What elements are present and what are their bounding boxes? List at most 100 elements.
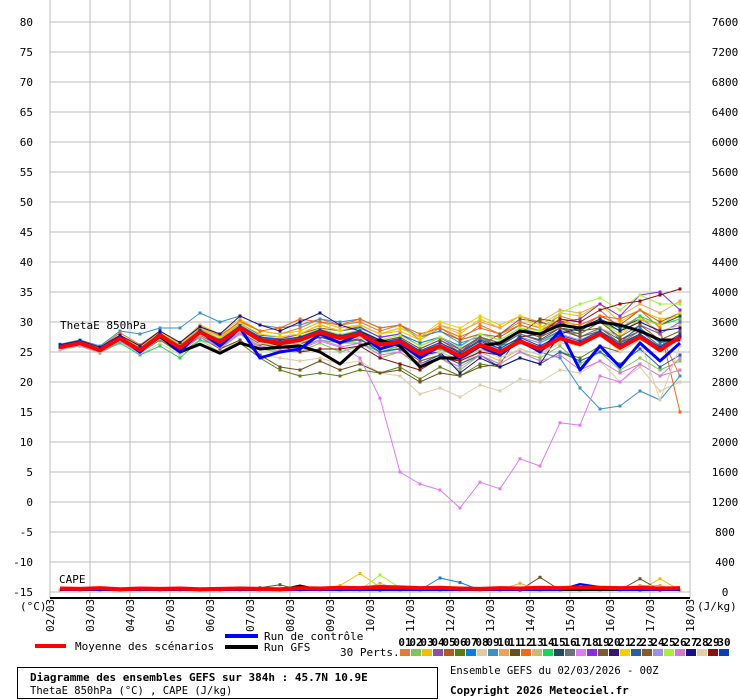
thetae-pert-30-point [518, 336, 522, 340]
thetae-pert-26-point [398, 350, 402, 354]
thetae-pert-19-point [538, 320, 542, 324]
thetae-pert-17-point [438, 488, 442, 492]
thetae-pert-29-point [658, 293, 662, 297]
thetae-pert-07-point [658, 341, 662, 345]
thetae-pert-12-point [378, 326, 382, 330]
right-tick-label: 2000 [712, 436, 739, 449]
legend-pert-swatch [642, 649, 652, 656]
thetae-pert-30-point [338, 334, 342, 338]
thetae-pert-06-point [418, 377, 422, 381]
thetae-pert-23-point [558, 326, 562, 330]
thetae-pert-29-point [598, 308, 602, 312]
legend-pert-swatch [675, 649, 685, 656]
left-tick-label: 30 [20, 316, 33, 329]
thetae-pert-22-point [658, 365, 662, 369]
thetae-pert-12-point [238, 319, 242, 323]
thetae-pert-09-point [558, 356, 562, 360]
thetae-pert-02-point [678, 359, 682, 363]
thetae-pert-17-point [478, 480, 482, 484]
legend-pert-swatch [543, 649, 553, 656]
thetae-pert-19-point [518, 317, 522, 321]
thetae-pert-16-point [518, 332, 522, 336]
thetae-pert-08-point [278, 356, 282, 360]
legend-pert-swatch [510, 649, 520, 656]
thetae-pert-22-point [458, 362, 462, 366]
x-tick-label: 06/03 [204, 599, 217, 632]
x-tick-label: 15/03 [564, 599, 577, 632]
thetae-pert-18-point [678, 308, 682, 312]
thetae-pert-29-point [618, 302, 622, 306]
thetae-pert-30-point [498, 346, 502, 350]
legend-pert-swatch [477, 649, 487, 656]
thetae-pert-09-point [178, 326, 182, 330]
cape-pert-10-point [518, 581, 522, 585]
legend-pert-number: 09 [486, 636, 499, 649]
thetae-pert-26 [59, 333, 681, 377]
thetae-pert-30-point [418, 349, 422, 353]
grid [49, 0, 691, 599]
thetae-pert-01-point [298, 326, 302, 330]
x-tick-label: 11/03 [404, 599, 417, 632]
thetae-pert-23-point [398, 335, 402, 339]
thetae-pert-11-point [258, 353, 262, 357]
thetae-pert-26-point [518, 350, 522, 354]
left-tick-label: 10 [20, 436, 33, 449]
legend-pert-number: 05 [442, 636, 455, 649]
thetae-pert-14-point [438, 347, 442, 351]
thetae-pert-09-point [338, 320, 342, 324]
thetae-pert-23-point [478, 335, 482, 339]
thetae-pert-12-point [398, 323, 402, 327]
legend-pert-number: 28 [695, 636, 708, 649]
legend-pert-number: 22 [629, 636, 642, 649]
thetae-pert-11-point [478, 365, 482, 369]
legend-pert-number: 13 [530, 636, 543, 649]
legend-pert-number: 14 [541, 636, 555, 649]
legend-pert-number: 27 [684, 636, 697, 649]
thetae-pert-22-point [618, 362, 622, 366]
thetae-pert-27-point [178, 340, 182, 344]
thetae-pert-02-point [458, 368, 462, 372]
thetae-pert-09-point [318, 317, 322, 321]
cape-pert-25-point [378, 573, 382, 577]
thetae-pert-30-point [258, 335, 262, 339]
thetae-pert-25-point [638, 293, 642, 297]
thetae-pert-27-point [158, 329, 162, 333]
thetae-pert-09-point [218, 320, 222, 324]
legend-pert-number: 18 [585, 636, 598, 649]
thetae-pert-28-point [258, 341, 262, 345]
thetae-pert-26-point [638, 362, 642, 366]
legend-pert-number: 26 [673, 636, 687, 649]
thetae-pert-17-point [458, 506, 462, 510]
thetae-pert-17-point [358, 356, 362, 360]
thetae-pert-03-point [298, 329, 302, 333]
legend-pert-number: 03 [420, 636, 433, 649]
thetae-pert-26-point [198, 335, 202, 339]
legend-pert-number: 25 [662, 636, 675, 649]
legend-pert-swatch [554, 649, 564, 656]
copyright: Copyright 2026 Meteociel.fr [450, 684, 629, 697]
thetae-pert-09-point [298, 323, 302, 327]
cape-pert-03-point [338, 584, 342, 587]
thetae-pert-17-point [618, 380, 622, 384]
left-tick-label: 55 [20, 166, 33, 179]
thetae-pert-18-point [658, 290, 662, 294]
thetae-pert-08-point [158, 341, 162, 345]
thetae-pert-29-point [558, 317, 562, 321]
thetae-pert-12-point [438, 326, 442, 330]
legend-mean-label: Moyenne des scénarios [75, 640, 214, 653]
thetae-pert-25-point [558, 311, 562, 315]
thetae-pert-08-point [678, 380, 682, 384]
thetae-pert-25-point [578, 302, 582, 306]
thetae-pert-08-point [358, 359, 362, 363]
thetae-pert-19-point [618, 341, 622, 345]
thetae-pert-21-point [678, 311, 682, 315]
cape-pert-10-point [378, 581, 382, 585]
right-tick-label: 4800 [712, 226, 739, 239]
x-tick-label: 09/03 [324, 599, 337, 632]
thetae-pert-28-point [238, 329, 242, 333]
thetae-pert-21-point [258, 332, 262, 336]
thetae-pert-27-point [478, 356, 482, 360]
thetae-pert-28-point [438, 350, 442, 354]
right-tick-label: 5200 [712, 196, 739, 209]
right-tick-label: 4000 [712, 286, 739, 299]
